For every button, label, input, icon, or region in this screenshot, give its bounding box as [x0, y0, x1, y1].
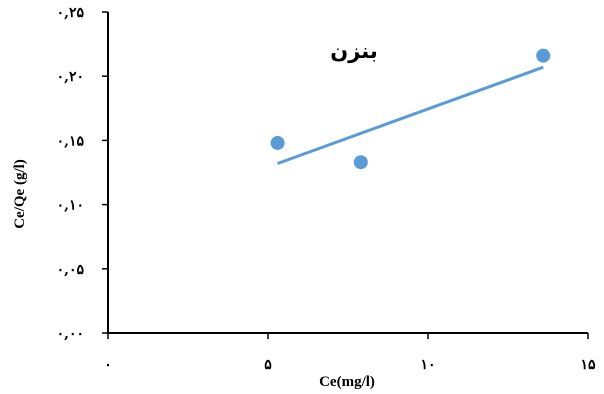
y-tick-label: ۰,۱۵: [57, 133, 85, 149]
data-point: [353, 155, 368, 170]
y-axis-ticks: ۰,۰۰ ۰,۰۵ ۰,۱۰ ۰,۱۵ ۰,۲۰ ۰,۲۵: [57, 5, 108, 342]
y-tick-label: ۰,۲۵: [57, 5, 85, 21]
data-point: [270, 135, 285, 150]
data-point: [536, 48, 551, 63]
x-axis-ticks: ۰ ۵ ۱۰ ۱۵: [104, 333, 596, 373]
y-tick-label: ۰,۰۵: [57, 262, 85, 278]
x-axis-title: Ce(mg/l): [319, 374, 375, 390]
plot-area: [270, 48, 551, 170]
chart-title: بنزن: [330, 39, 377, 63]
y-axis-title: Ce/Qe (g/l): [12, 159, 28, 229]
y-tick-label: ۰,۱۰: [57, 198, 84, 214]
x-tick-label: ۵: [264, 357, 272, 373]
x-tick-label: ۱۰: [420, 357, 435, 373]
x-tick-label: ۰: [104, 357, 112, 373]
y-tick-label: ۰,۲۰: [57, 69, 84, 85]
axes: [107, 12, 588, 334]
trendline: [277, 65, 544, 165]
x-tick-label: ۱۵: [580, 357, 596, 373]
y-tick-label: ۰,۰۰: [57, 326, 84, 342]
